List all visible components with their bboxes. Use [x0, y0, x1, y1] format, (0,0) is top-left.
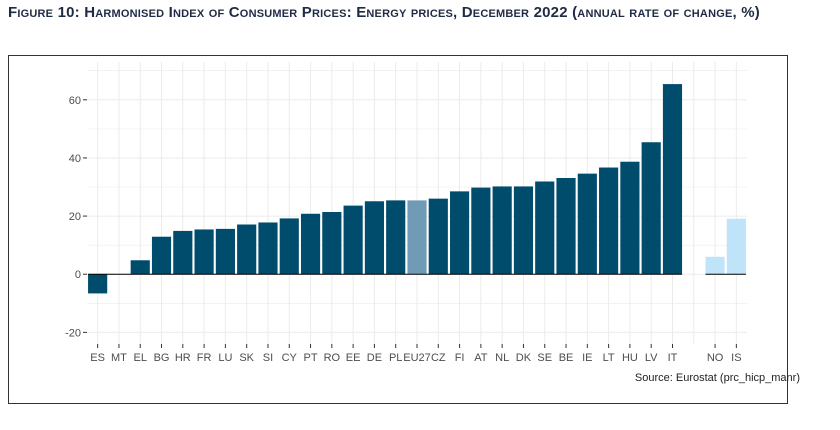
x-tick-label-eu27: EU27 — [403, 352, 431, 364]
bar-hu — [620, 161, 640, 275]
x-tick-label-be: BE — [559, 352, 574, 364]
y-tick-label: 0 — [75, 269, 81, 281]
bar-se — [535, 181, 555, 275]
bar-chart: -20 0 20 40 60 ES MT EL BG HR FR LU SK SI CY PT RO EE DE P… — [65, 62, 747, 364]
bar-fi — [450, 191, 470, 275]
bar-it — [662, 84, 683, 275]
x-tick-label-at: AT — [474, 352, 488, 364]
x-tick-label-fi: FI — [455, 352, 465, 364]
bar-is — [726, 218, 746, 275]
bar-ee — [343, 205, 363, 275]
y-axis-ticks: -20 0 20 40 60 — [65, 95, 87, 339]
x-tick-label-ee: EE — [346, 352, 361, 364]
bar-bg — [151, 236, 172, 275]
bar-es — [88, 274, 108, 294]
y-tick-label: -20 — [65, 327, 81, 339]
bar-be — [556, 178, 576, 275]
bar-hr — [173, 230, 193, 275]
bar-lu — [215, 228, 235, 275]
x-tick-label-no: NO — [707, 352, 724, 364]
chart-frame: -20 0 20 40 60 ES MT EL BG HR FR LU SK SI CY PT RO EE DE P… — [8, 55, 788, 404]
y-tick-label: 60 — [69, 95, 81, 107]
bars — [88, 84, 746, 294]
y-tick-label: 40 — [69, 153, 81, 165]
bar-cz — [428, 198, 448, 275]
x-tick-label-hr: HR — [175, 352, 191, 364]
x-tick-label-pt: PT — [304, 352, 318, 364]
x-tick-label-si: SI — [263, 352, 273, 364]
x-tick-label-dk: DK — [516, 352, 532, 364]
x-tick-label-de: DE — [367, 352, 382, 364]
bar-ie — [577, 173, 597, 275]
x-tick-label-fr: FR — [197, 352, 212, 364]
bar-de — [364, 201, 384, 275]
bar-dk — [513, 186, 534, 275]
figure-title: Figure 10: Harmonised Index of Consumer … — [8, 4, 760, 21]
bar-nl — [492, 186, 512, 275]
bar-ro — [322, 212, 342, 275]
bar-sk — [237, 224, 257, 275]
x-tick-label-ie: IE — [582, 352, 592, 364]
x-tick-label-bg: BG — [154, 352, 170, 364]
x-tick-label-ro: RO — [324, 352, 341, 364]
x-tick-label-mt: MT — [111, 352, 127, 364]
x-tick-label-is: IS — [731, 352, 741, 364]
x-tick-label-pl: PL — [389, 352, 402, 364]
bar-lt — [599, 167, 619, 275]
x-tick-label-cz: CZ — [431, 352, 446, 364]
x-tick-label-el: EL — [133, 352, 146, 364]
x-axis-ticks: ES MT EL BG HR FR LU SK SI CY PT RO EE DE PL EU27 CZ FI AT… — [90, 344, 742, 364]
bar-eu27 — [407, 200, 427, 275]
y-tick-label: 20 — [69, 211, 81, 223]
bar-at — [471, 187, 491, 275]
bar-pl — [386, 200, 406, 275]
x-tick-label-es: ES — [90, 352, 105, 364]
x-tick-label-hu: HU — [622, 352, 638, 364]
bar-lv — [641, 142, 661, 275]
bar-fr — [194, 229, 214, 275]
x-tick-label-se: SE — [537, 352, 552, 364]
bar-el — [130, 260, 150, 275]
x-tick-label-lv: LV — [645, 352, 658, 364]
x-tick-label-lu: LU — [218, 352, 232, 364]
x-tick-label-sk: SK — [239, 352, 254, 364]
bar-no — [705, 256, 725, 275]
bar-si — [258, 222, 278, 275]
bar-pt — [300, 213, 321, 275]
x-tick-label-lt: LT — [603, 352, 615, 364]
x-tick-label-nl: NL — [495, 352, 509, 364]
x-tick-label-cy: CY — [282, 352, 298, 364]
source-note: Source: Eurostat (prc_hicp_manr) — [634, 372, 800, 384]
x-tick-label-it: IT — [668, 352, 678, 364]
bar-cy — [279, 218, 299, 275]
